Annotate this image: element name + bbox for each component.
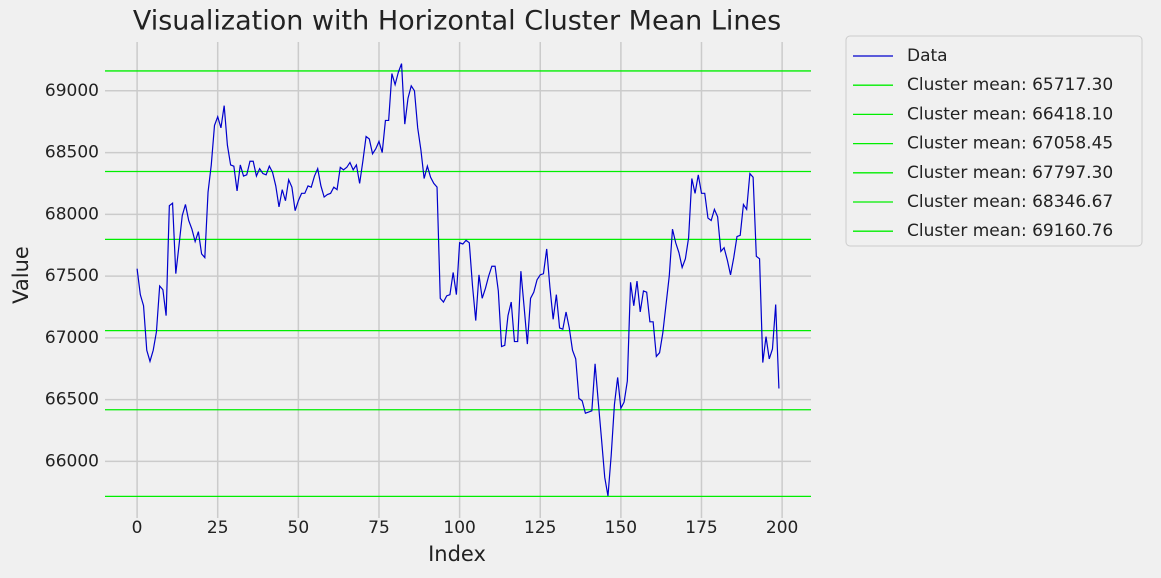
x-tick-label: 0 [132,518,143,538]
legend-box [845,35,1143,247]
legend-label: Cluster mean: 68346.67 [907,192,1113,212]
data-line [136,63,780,497]
x-tick-label: 100 [443,518,475,538]
legend-label: Cluster mean: 69160.76 [907,221,1113,241]
x-tick-label: 200 [766,518,798,538]
x-tick-label: 50 [288,518,310,538]
x-tick-label: 125 [524,518,556,538]
legend-label: Cluster mean: 65717.30 [907,75,1113,95]
y-tick-label: 67000 [45,328,99,348]
y-tick-label: 67500 [45,266,99,286]
y-tick-label: 66000 [45,451,99,471]
x-tick-label: 175 [685,518,717,538]
legend-label: Data [907,46,948,66]
y-tick-label: 68500 [45,143,99,163]
y-tick-label: 66500 [45,390,99,410]
chart-title: Visualization with Horizontal Cluster Me… [133,6,781,37]
x-tick-label: 75 [368,518,390,538]
x-tick-label: 25 [207,518,229,538]
legend-label: Cluster mean: 67058.45 [907,134,1113,154]
y-tick-label: 69000 [45,81,99,101]
legend-label: Cluster mean: 66418.10 [907,104,1113,124]
x-axis-label: Index [428,542,486,566]
x-tick-label: 150 [605,518,637,538]
y-tick-label: 68000 [45,204,99,224]
y-axis-label: Value [9,246,33,304]
legend-label: Cluster mean: 67797.30 [907,163,1113,183]
